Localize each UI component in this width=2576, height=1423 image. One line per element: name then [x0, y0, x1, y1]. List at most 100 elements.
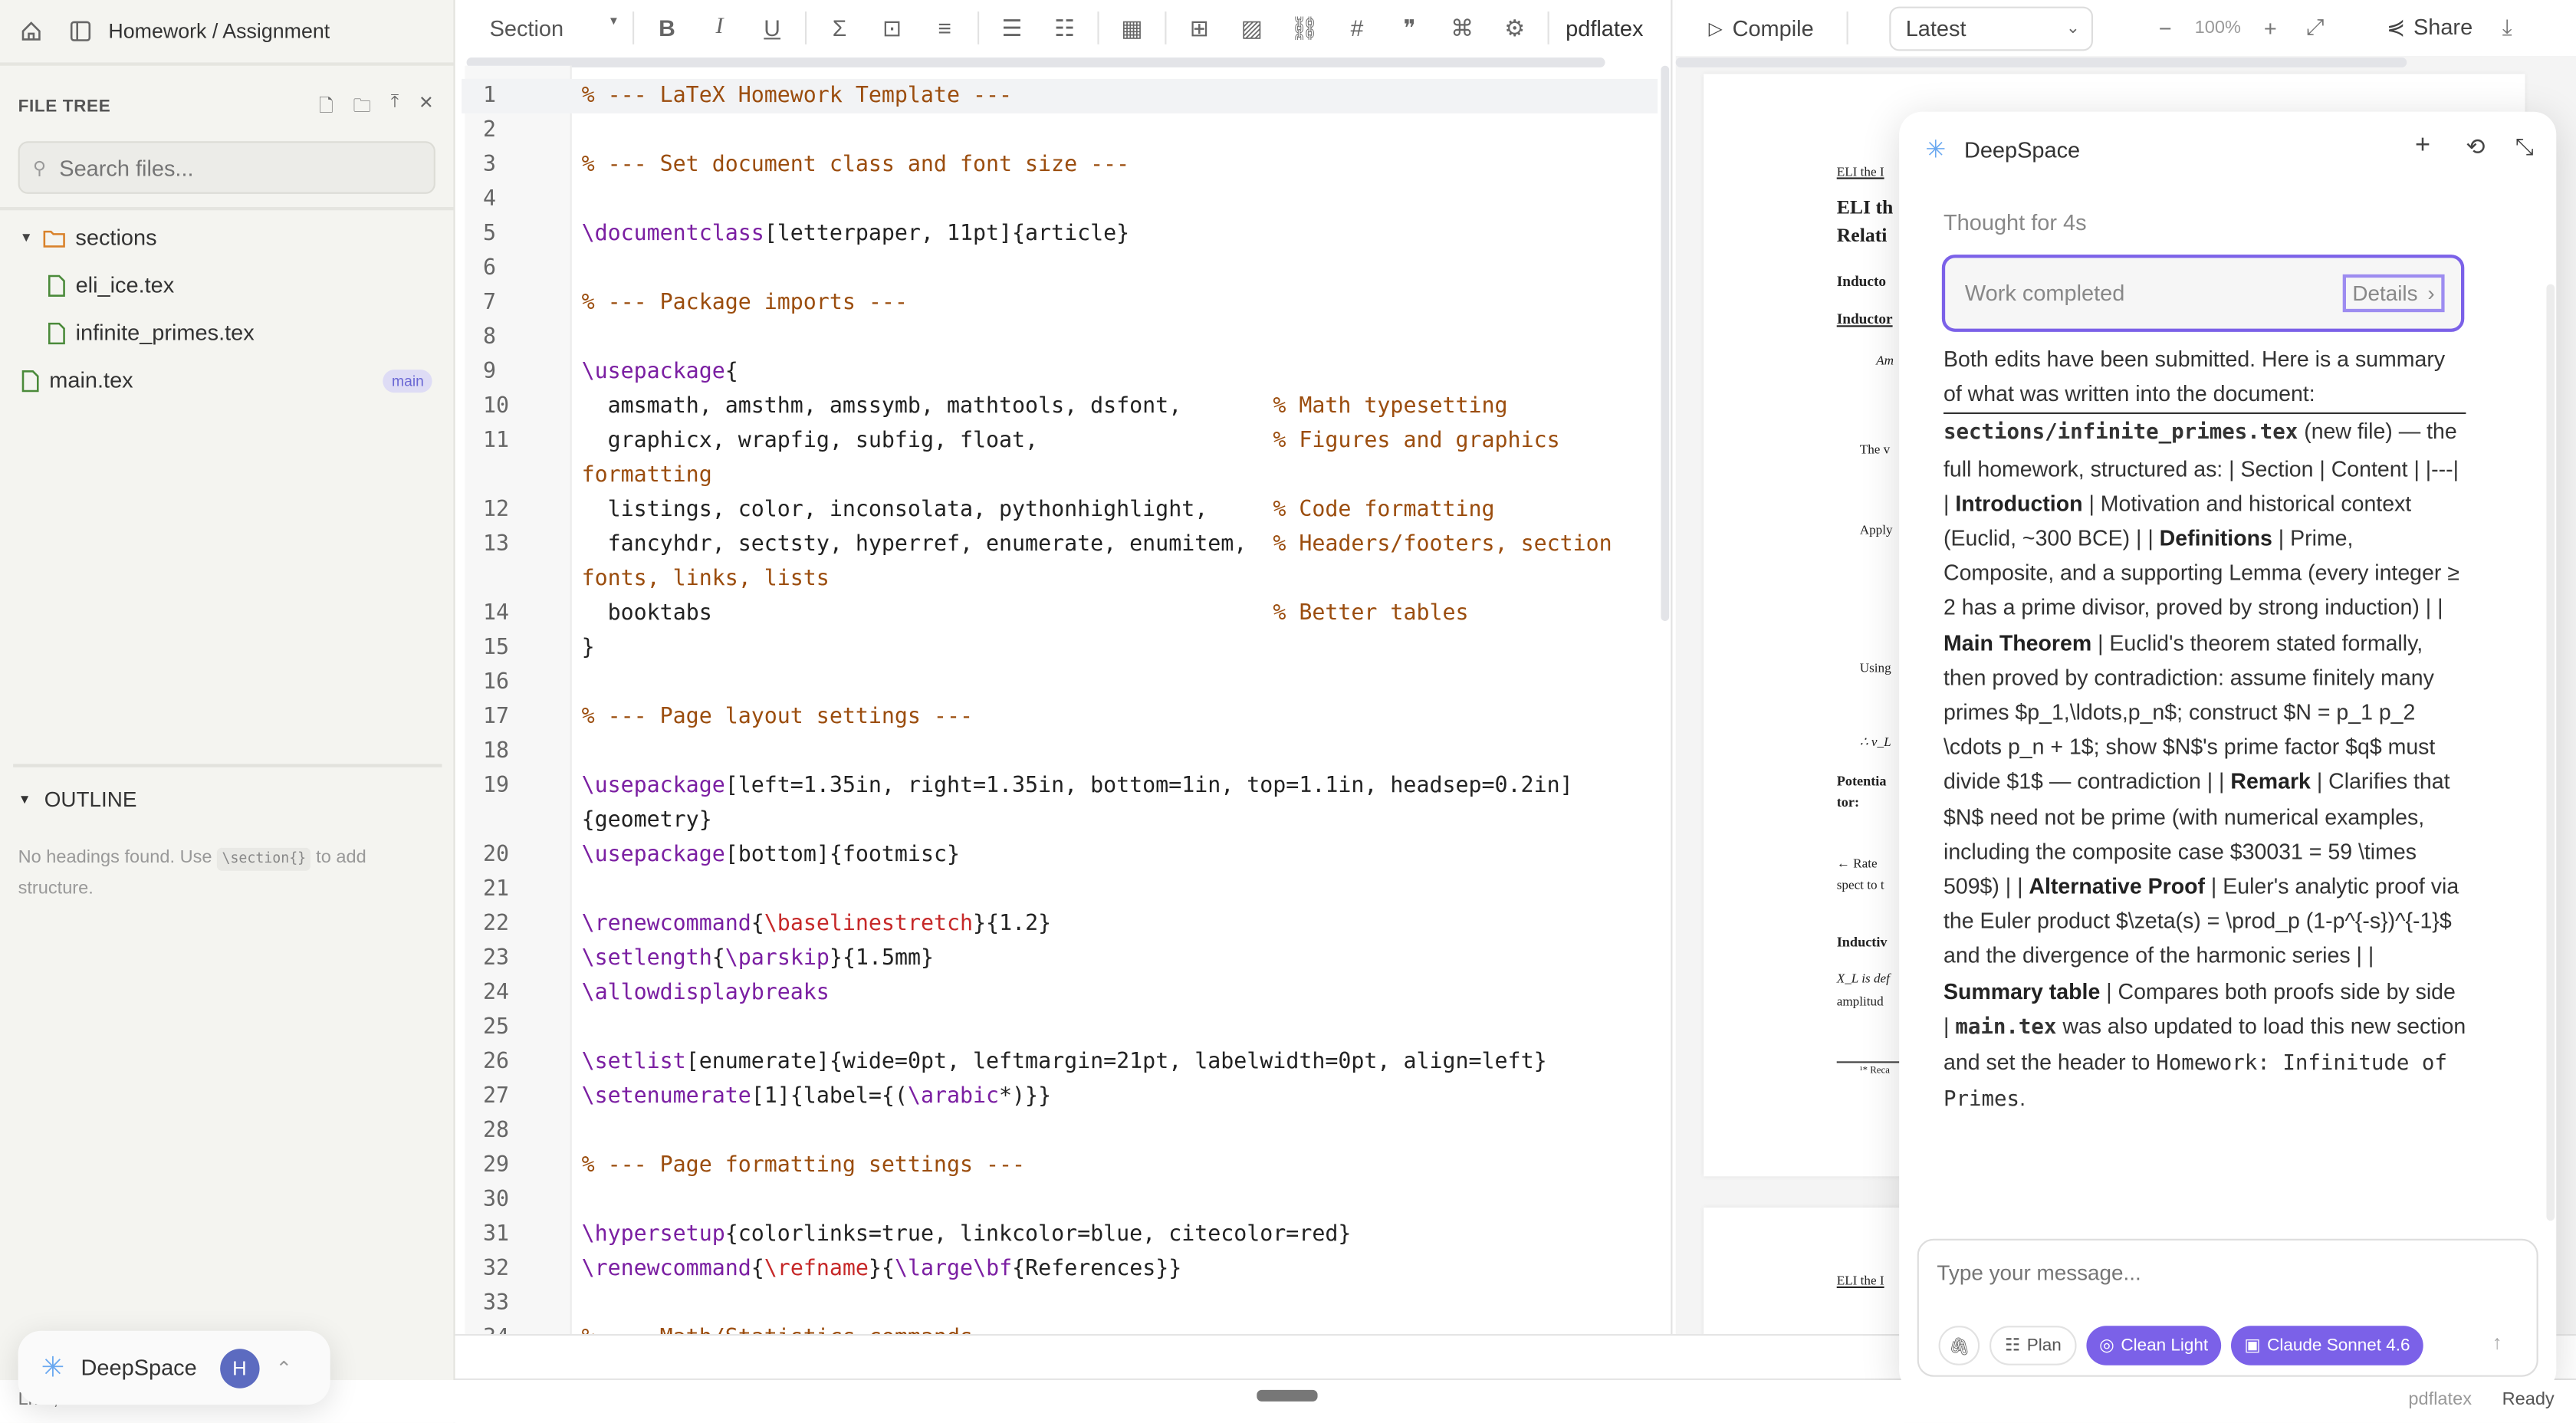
code-line[interactable]: 11 graphicx, wrapfig, subfig, float, % F…: [462, 424, 1658, 493]
section-style-select[interactable]: Section ▼: [489, 15, 619, 41]
resize-handle[interactable]: [1257, 1389, 1318, 1402]
sigma-icon[interactable]: Σ: [832, 15, 847, 41]
code-line[interactable]: 5 \documentclass[letterpaper, 11pt]{artic…: [462, 217, 1658, 251]
line-content: % --- Page layout settings ---: [581, 705, 973, 730]
code-line[interactable]: 15}: [462, 631, 1658, 665]
message-input[interactable]: [1937, 1260, 2496, 1285]
attach-button[interactable]: 🖇: [1938, 1326, 1980, 1365]
code-line[interactable]: 4: [462, 182, 1658, 217]
code-line[interactable]: 12 listings, color, inconsolata, pythonh…: [462, 493, 1658, 527]
code-line[interactable]: 33: [462, 1287, 1658, 1321]
search-files[interactable]: ⚲: [18, 141, 435, 194]
code-line[interactable]: 16: [462, 665, 1658, 700]
bold-icon[interactable]: B: [659, 15, 675, 41]
details-button[interactable]: Details ›: [2342, 274, 2445, 313]
model-select[interactable]: ▣ Claude Sonnet 4.6: [2231, 1326, 2423, 1365]
close-icon[interactable]: ✕: [418, 93, 434, 113]
deepspace-launcher[interactable]: ✳ DeepSpace H ⌃: [18, 1330, 330, 1405]
code-line[interactable]: 20 \usepackage[bottom]{footmisc}: [462, 838, 1658, 873]
editor-toolbar: Section ▼ B I U Σ ⊡ ≡ ☰ ☷ ▦ ⊞ ▨ ⛓ # ❞ ⌘ ⚙…: [462, 0, 1671, 56]
code-line[interactable]: 13 fancyhdr, sectsty, hyperref, enumerat…: [462, 527, 1658, 596]
code-line[interactable]: 22 \renewcommand{\baselinestretch}{1.2}: [462, 907, 1658, 942]
collapse-icon[interactable]: ⤡: [2515, 133, 2534, 159]
code-line[interactable]: 19 \usepackage[left=1.35in, right=1.35in,…: [462, 769, 1658, 838]
home-icon[interactable]: [20, 20, 43, 43]
align-icon[interactable]: ≡: [938, 15, 951, 41]
numbered-list-icon[interactable]: ☷: [1054, 14, 1076, 41]
code-line[interactable]: 7 % --- Package imports ---: [462, 286, 1658, 320]
new-file-icon[interactable]: 🗋: [318, 96, 334, 117]
search-input[interactable]: [59, 155, 388, 180]
line-content: [572, 113, 1648, 148]
version-select[interactable]: Latest ⌄: [1889, 5, 2094, 51]
tree-folder-sections[interactable]: ▼ sections: [0, 214, 453, 261]
horizontal-scrollbar[interactable]: [466, 58, 1605, 67]
tree-file-main[interactable]: main.tex main: [0, 357, 453, 404]
code-line[interactable]: 3 % --- Set document class and font size …: [462, 148, 1658, 182]
plan-button[interactable]: ☷ Plan: [1990, 1326, 2077, 1365]
new-chat-icon[interactable]: +: [2415, 131, 2431, 159]
zoom-out-icon[interactable]: −: [2158, 15, 2172, 41]
code-line[interactable]: 8: [462, 320, 1658, 355]
code-lines[interactable]: 1 % --- LaTeX Homework Template --- 2 3 % -…: [462, 78, 1658, 1356]
zoom-in-icon[interactable]: +: [2263, 15, 2277, 41]
code-line[interactable]: 31 \hypersetup{colorlinks=true, linkcolor…: [462, 1218, 1658, 1252]
code-line[interactable]: 21: [462, 873, 1658, 907]
outline-toggle[interactable]: ▼ OUTLINE: [18, 787, 137, 811]
command-icon[interactable]: ⌘: [1451, 14, 1474, 41]
code-line[interactable]: 32 \renewcommand{\refname}{\large\bf{Refe…: [462, 1252, 1658, 1287]
code-line[interactable]: 14 booktabs % Better tables: [462, 596, 1658, 631]
gear-icon[interactable]: ⚙: [1504, 14, 1526, 41]
code-line[interactable]: 23 \setlength{\parskip}{1.5mm}: [462, 942, 1658, 976]
sidebar-toggle-icon[interactable]: [69, 20, 92, 43]
code-line[interactable]: 28: [462, 1114, 1658, 1149]
code-line[interactable]: 26 \setlist[enumerate]{wide=0pt, leftmarg…: [462, 1045, 1658, 1080]
message-segment: | Clarifies that $N$ need not be prime (…: [1944, 769, 2450, 899]
underline-icon[interactable]: U: [764, 15, 780, 41]
new-folder-icon[interactable]: 🗀: [353, 96, 372, 117]
grid-icon[interactable]: ▦: [1121, 14, 1143, 41]
code-line[interactable]: 17 % --- Page layout settings ---: [462, 700, 1658, 735]
chevron-up-icon[interactable]: ⌃: [275, 1356, 293, 1379]
upload-icon[interactable]: ⤒: [390, 90, 399, 111]
chat-vscrollbar[interactable]: [2546, 284, 2555, 1221]
code-line[interactable]: 1 % --- LaTeX Homework Template ---: [462, 78, 1658, 113]
vertical-scrollbar[interactable]: [1661, 65, 1670, 622]
line-content: \usepackage[left=1.35in, right=1.35in, b…: [581, 774, 1573, 833]
send-icon[interactable]: ↑: [2492, 1330, 2502, 1354]
fullscreen-icon[interactable]: ⤢: [2306, 15, 2325, 40]
tree-file-eli-ice[interactable]: eli_ice.tex: [0, 261, 453, 309]
table-icon[interactable]: ⊞: [1189, 14, 1209, 41]
hash-icon[interactable]: #: [1350, 15, 1364, 41]
engine-label[interactable]: pdflatex: [1566, 15, 1644, 41]
display-math-icon[interactable]: ⊡: [882, 14, 902, 41]
code-line[interactable]: 30: [462, 1183, 1658, 1218]
download-icon[interactable]: ⤓: [2502, 15, 2512, 40]
quote-icon[interactable]: ❞: [1403, 14, 1416, 41]
compile-button[interactable]: ▷ Compile: [1708, 15, 1814, 41]
code-line[interactable]: 9 \usepackage{: [462, 355, 1658, 389]
tree-file-infinite-primes[interactable]: infinite_primes.tex: [0, 309, 453, 357]
code-line[interactable]: 29 % --- Page formatting settings ---: [462, 1149, 1658, 1183]
preview-hscrollbar[interactable]: [1675, 58, 2407, 67]
breadcrumb[interactable]: Homework / Assignment: [108, 19, 330, 43]
code-line[interactable]: 2: [462, 113, 1658, 148]
code-line[interactable]: 24 \allowdisplaybreaks: [462, 976, 1658, 1011]
history-icon[interactable]: ⟲: [2466, 133, 2486, 159]
avatar[interactable]: H: [219, 1348, 260, 1388]
file-icon: [48, 321, 65, 344]
code-line[interactable]: 18: [462, 735, 1658, 769]
share-button[interactable]: ⋞ Share: [2387, 15, 2472, 41]
theme-button[interactable]: ◎ Clean Light: [2085, 1326, 2222, 1365]
code-line[interactable]: 25: [462, 1011, 1658, 1045]
code-line[interactable]: 10 amsmath, amsthm, amssymb, mathtools, …: [462, 389, 1658, 424]
code-line[interactable]: 27 \setenumerate[1]{label={(\arabic*)}}: [462, 1080, 1658, 1114]
code-line[interactable]: 6: [462, 251, 1658, 286]
bullet-list-icon[interactable]: ☰: [1001, 14, 1023, 41]
link-icon[interactable]: ⛓: [1290, 14, 1319, 41]
thought-duration[interactable]: Thought for 4s: [1944, 210, 2087, 235]
code-editor[interactable]: Section ▼ B I U Σ ⊡ ≡ ☰ ☷ ▦ ⊞ ▨ ⛓ # ❞ ⌘ ⚙…: [462, 0, 1673, 1350]
italic-icon[interactable]: I: [715, 15, 724, 40]
message-summary: sections/infinite_primes.tex (new file) …: [1944, 415, 2466, 1118]
image-icon[interactable]: ▨: [1240, 14, 1263, 41]
